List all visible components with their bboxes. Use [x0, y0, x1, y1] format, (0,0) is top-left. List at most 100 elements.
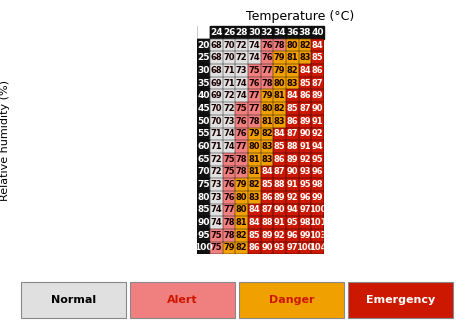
Bar — [273, 52, 286, 64]
Bar — [299, 26, 311, 39]
Text: 84: 84 — [248, 218, 260, 227]
Text: 85: 85 — [312, 53, 324, 62]
Text: 83: 83 — [287, 79, 298, 88]
Text: 87: 87 — [312, 79, 323, 88]
Text: 80: 80 — [236, 205, 247, 215]
Bar — [210, 140, 223, 153]
Text: 70: 70 — [210, 117, 222, 126]
Text: 91: 91 — [312, 117, 324, 126]
Bar — [299, 89, 311, 102]
Text: 75: 75 — [197, 180, 210, 189]
Text: 80: 80 — [248, 142, 260, 151]
Bar — [261, 39, 273, 52]
Bar — [236, 242, 248, 254]
Text: 74: 74 — [236, 91, 247, 100]
Text: 82: 82 — [261, 129, 273, 138]
Text: 82: 82 — [236, 244, 247, 252]
Bar — [197, 229, 210, 242]
Bar — [223, 242, 236, 254]
Bar — [286, 203, 299, 216]
Text: 81: 81 — [274, 91, 285, 100]
Text: 75: 75 — [223, 155, 235, 164]
Bar — [236, 115, 248, 127]
Bar — [311, 52, 324, 64]
Text: 72: 72 — [223, 91, 235, 100]
Bar — [210, 191, 223, 203]
Bar — [286, 64, 299, 77]
Bar — [248, 216, 261, 229]
Bar — [223, 140, 236, 153]
Bar — [248, 39, 261, 52]
Text: 98: 98 — [299, 218, 311, 227]
Text: 91: 91 — [287, 180, 298, 189]
Text: 92: 92 — [312, 129, 324, 138]
Bar — [299, 140, 311, 153]
Text: 38: 38 — [299, 28, 311, 37]
Bar — [273, 102, 286, 115]
Text: 78: 78 — [248, 117, 260, 126]
Text: 99: 99 — [299, 231, 311, 240]
Bar — [210, 242, 223, 254]
Text: 36: 36 — [286, 28, 299, 37]
Text: 90: 90 — [312, 104, 323, 113]
Bar — [299, 166, 311, 178]
Bar — [299, 64, 311, 77]
Text: 40: 40 — [311, 28, 324, 37]
Bar — [236, 229, 248, 242]
Text: 79: 79 — [223, 244, 235, 252]
Bar — [261, 242, 273, 254]
Text: 70: 70 — [223, 53, 235, 62]
Bar — [248, 77, 261, 89]
Bar — [273, 127, 286, 140]
Text: Danger: Danger — [269, 295, 314, 305]
Bar — [197, 178, 210, 191]
Bar — [311, 216, 324, 229]
Bar — [311, 229, 324, 242]
Bar — [248, 203, 261, 216]
Text: 85: 85 — [274, 142, 285, 151]
Text: 77: 77 — [236, 142, 247, 151]
Text: 91: 91 — [274, 218, 285, 227]
Bar — [273, 166, 286, 178]
Bar — [236, 203, 248, 216]
Bar — [273, 115, 286, 127]
Bar — [299, 191, 311, 203]
Text: 68: 68 — [210, 53, 222, 62]
Bar — [236, 191, 248, 203]
Bar — [286, 26, 299, 39]
Bar — [261, 153, 273, 166]
Bar — [236, 77, 248, 89]
Text: 71: 71 — [210, 142, 222, 151]
Bar — [286, 39, 299, 52]
Text: 79: 79 — [236, 180, 247, 189]
Bar — [261, 102, 273, 115]
Text: 89: 89 — [274, 193, 285, 202]
Text: 92: 92 — [287, 193, 298, 202]
Bar — [236, 140, 248, 153]
Text: 74: 74 — [236, 79, 247, 88]
Text: 72: 72 — [223, 104, 235, 113]
Bar — [236, 166, 248, 178]
Bar — [311, 39, 324, 52]
Text: 78: 78 — [223, 218, 235, 227]
Text: 74: 74 — [248, 53, 260, 62]
Bar — [210, 115, 223, 127]
Text: 95: 95 — [299, 180, 311, 189]
Bar — [311, 140, 324, 153]
Text: 104: 104 — [309, 244, 327, 252]
Bar — [261, 77, 273, 89]
Text: 95: 95 — [197, 231, 210, 240]
Text: 72: 72 — [236, 53, 247, 62]
Bar — [261, 166, 273, 178]
Bar — [311, 115, 324, 127]
Text: 79: 79 — [261, 91, 273, 100]
Text: 99: 99 — [312, 193, 323, 202]
Text: 75: 75 — [210, 244, 222, 252]
Bar — [210, 127, 223, 140]
Bar — [236, 178, 248, 191]
Bar — [197, 242, 210, 254]
Text: 85: 85 — [299, 79, 311, 88]
Text: 78: 78 — [223, 231, 235, 240]
Text: 35: 35 — [197, 79, 210, 88]
Bar — [210, 178, 223, 191]
